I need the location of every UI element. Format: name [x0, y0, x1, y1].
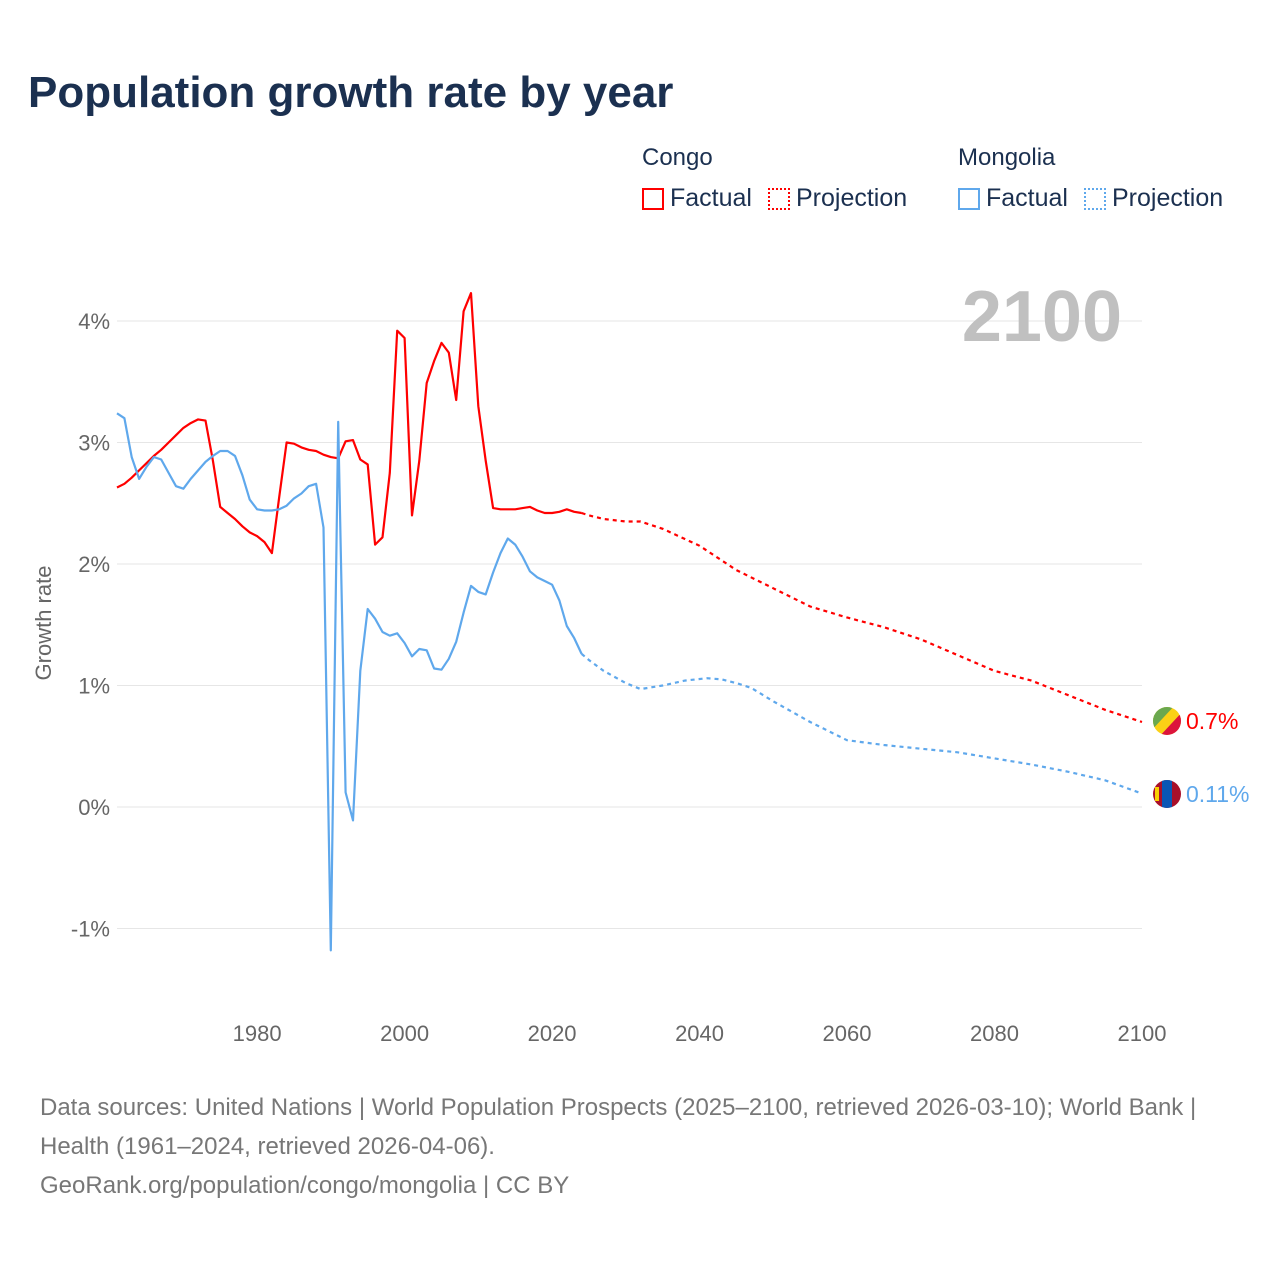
congo-flag-icon	[1153, 707, 1181, 735]
footer: Data sources: United Nations | World Pop…	[40, 1088, 1240, 1205]
legend-swatch-factual	[958, 187, 980, 210]
legend-congo: Congo Factual Projection	[642, 144, 923, 213]
legend-label-projection: Projection	[1111, 184, 1224, 212]
legend-mongolia: Mongolia Factual Projection	[958, 144, 1239, 213]
y-tick-label: 3%	[78, 431, 110, 456]
legend-label-factual: Factual	[670, 184, 752, 212]
year-watermark: 2100	[962, 277, 1122, 357]
mongolia-end-label: 0.11%	[1186, 781, 1250, 807]
y-tick-label: 4%	[78, 309, 110, 334]
legend-label-factual: Factual	[986, 184, 1068, 212]
mongolia-projection-line	[580, 653, 1143, 795]
y-tick-label: 1%	[78, 674, 110, 699]
legend-swatch-projection	[767, 187, 790, 210]
x-tick-label: 2080	[970, 1021, 1019, 1046]
mongolia-flag-icon	[1153, 780, 1181, 808]
y-tick-label: -1%	[71, 917, 110, 942]
legend-label-projection: Projection	[795, 184, 908, 212]
y-tick-label: 0%	[78, 795, 110, 820]
y-axis-label: Growth rate	[31, 566, 56, 681]
x-tick-label: 2020	[528, 1021, 577, 1046]
congo-factual-line	[116, 292, 582, 555]
chart-title: Population growth rate by year	[28, 68, 674, 117]
x-tick-label: 2040	[675, 1021, 724, 1046]
mongolia-factual-line	[116, 412, 583, 952]
y-tick-label: 2%	[78, 552, 110, 577]
congo-projection-line	[581, 511, 1143, 724]
data-sources: Data sources: United Nations | World Pop…	[40, 1094, 1197, 1160]
x-tick-label: 1980	[233, 1021, 282, 1046]
x-tick-label: 2060	[823, 1021, 872, 1046]
credit-link[interactable]: GeoRank.org/population/congo/mongolia | …	[40, 1172, 570, 1199]
legend-title-congo: Congo	[642, 144, 713, 171]
legend-swatch-factual	[642, 187, 664, 210]
x-tick-label: 2000	[380, 1021, 429, 1046]
legend-swatch-projection	[1083, 187, 1106, 210]
legend-title-mongolia: Mongolia	[958, 144, 1056, 171]
congo-end-label: 0.7%	[1186, 708, 1238, 734]
x-tick-label: 2100	[1118, 1021, 1167, 1046]
